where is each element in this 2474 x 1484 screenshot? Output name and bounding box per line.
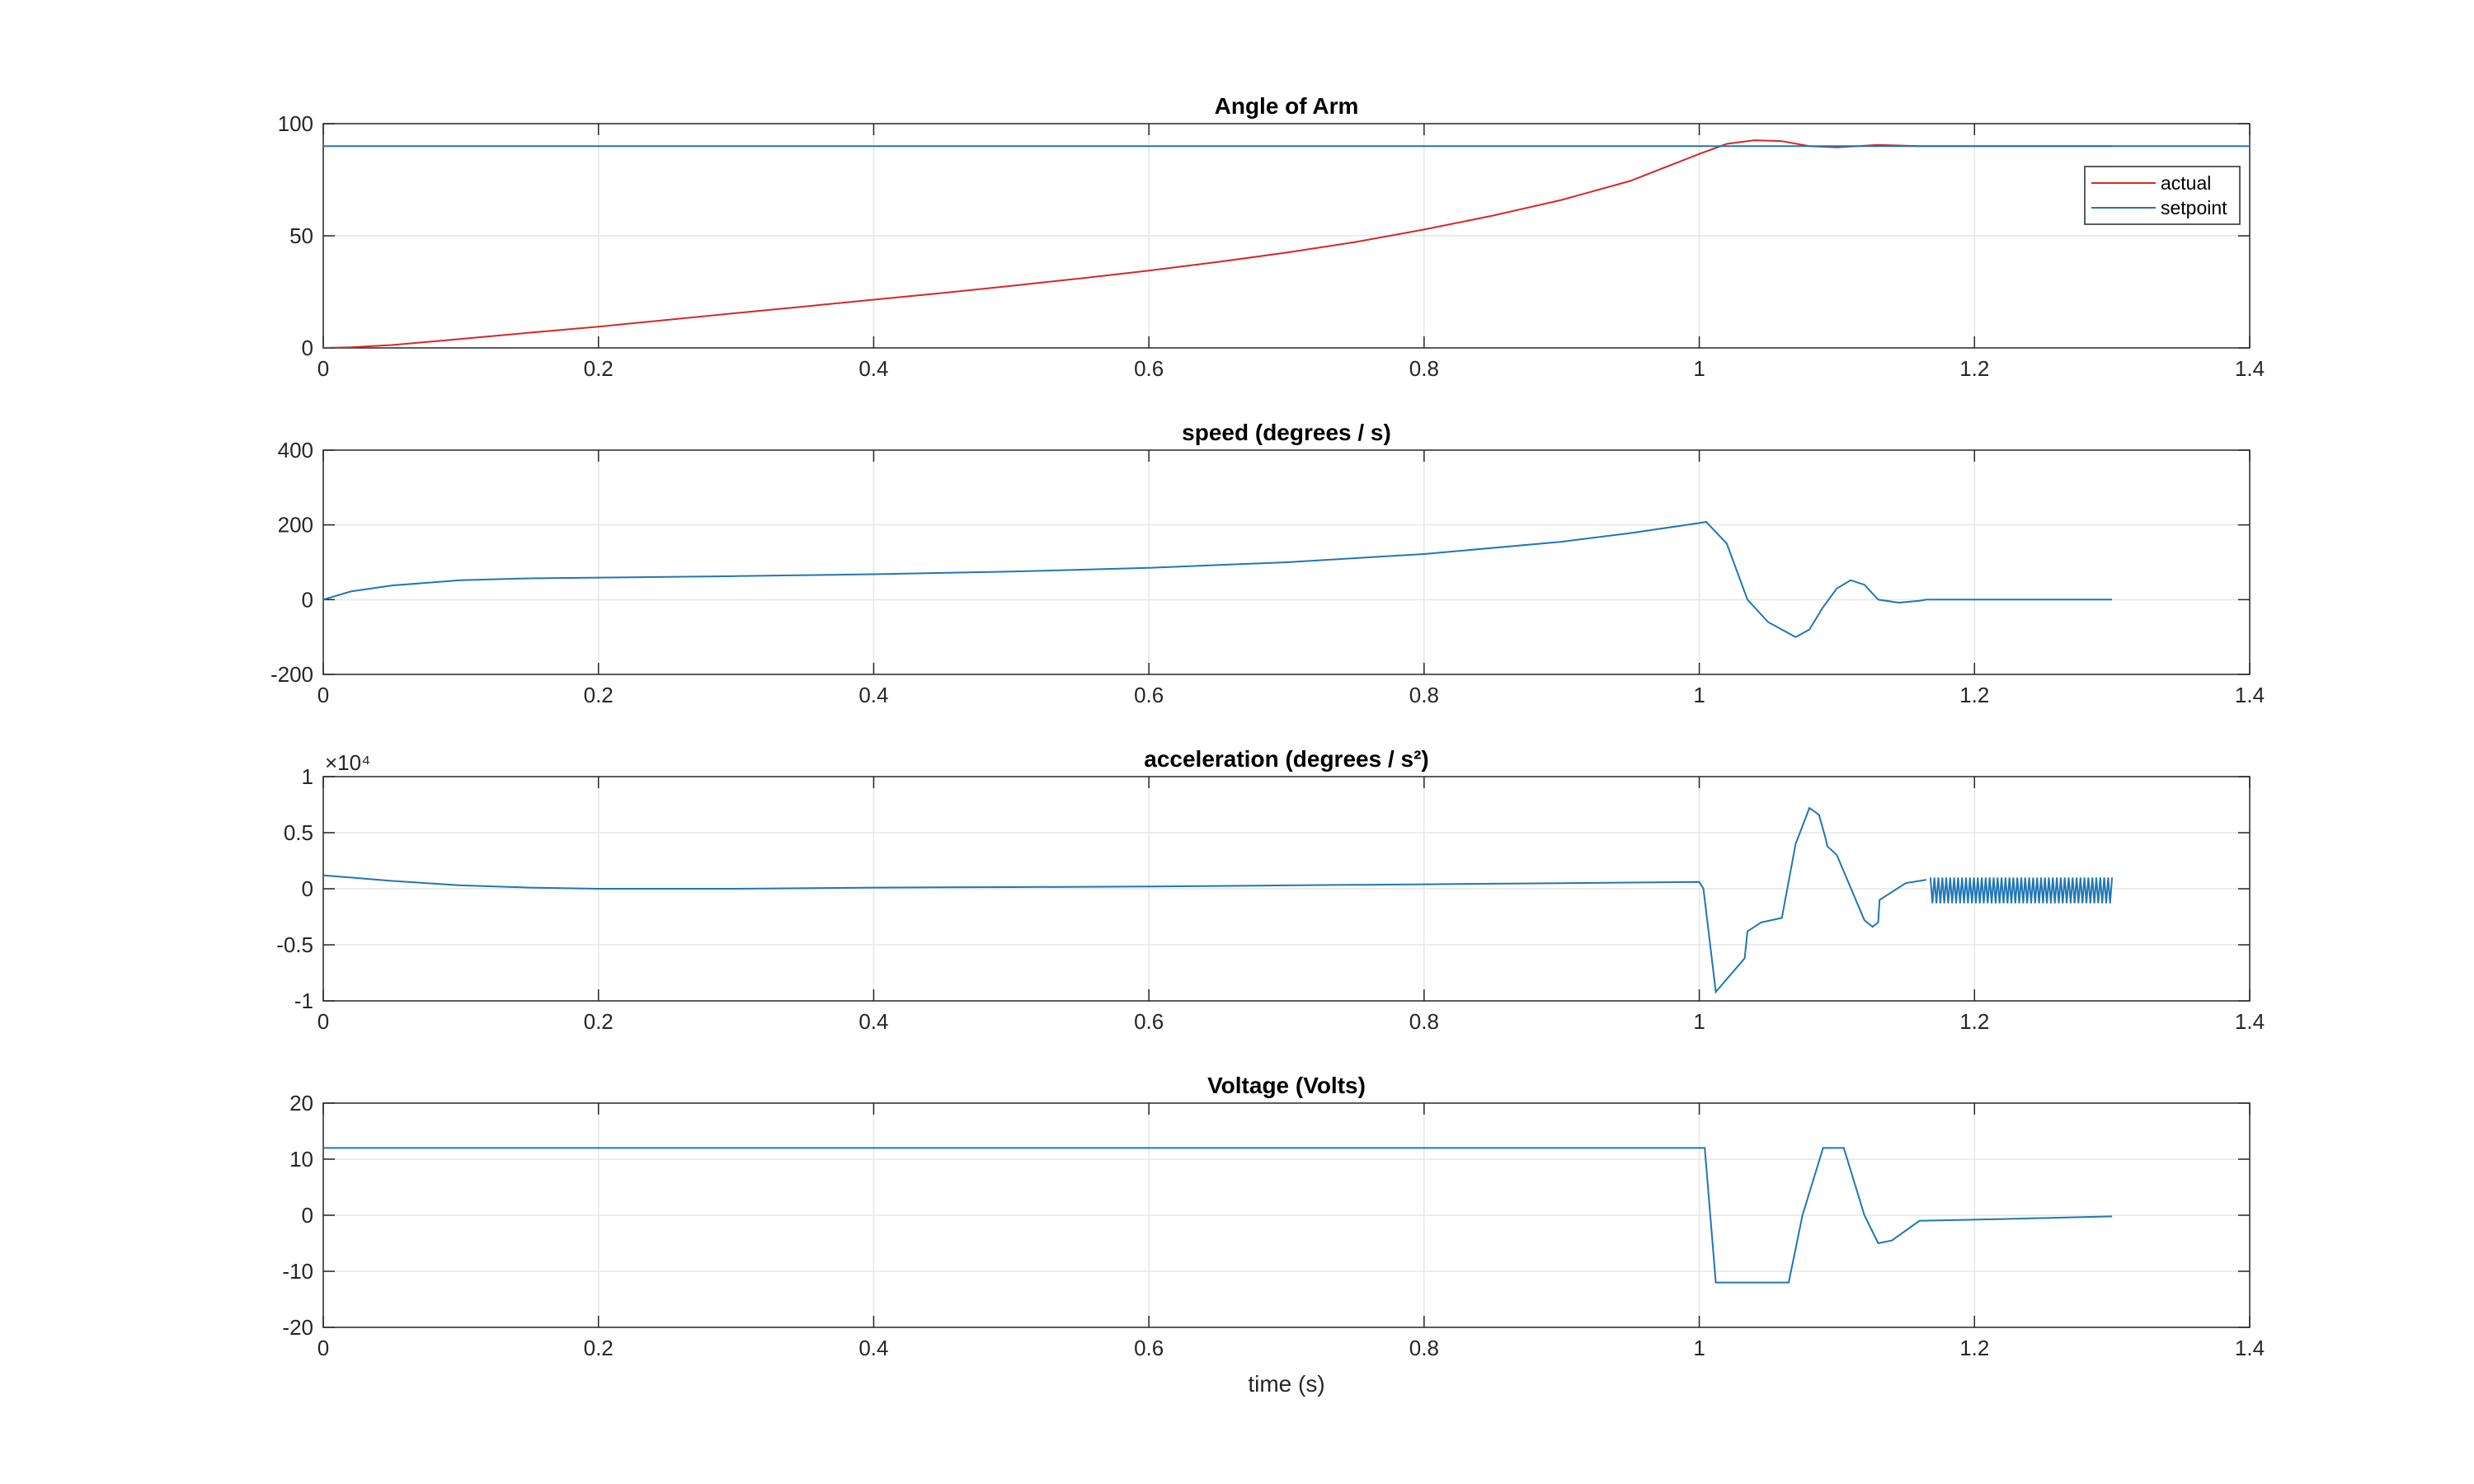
x-tick-label: 0.2 xyxy=(584,1009,614,1034)
x-tick-label: 0.6 xyxy=(1134,1336,1164,1360)
x-tick-label: 0.4 xyxy=(858,1336,888,1360)
panel-title: Angle of Arm xyxy=(1215,93,1359,119)
x-tick-label: 0 xyxy=(317,1009,329,1034)
y-tick-label: 0 xyxy=(302,587,313,612)
x-tick-label: 0.8 xyxy=(1409,356,1439,381)
panel-1: 0 0.2 0.4 0.6 0.8 1 1.2 1.4 0 50 100 Angle of Arm ac… xyxy=(278,93,2265,381)
panel-title: speed (degrees / s) xyxy=(1182,420,1391,445)
x-tick-label: 0.2 xyxy=(584,356,614,381)
x-tick-label: 0.6 xyxy=(1134,683,1164,707)
y-tick-label: 400 xyxy=(278,438,313,463)
x-tick-label: 0 xyxy=(317,1336,329,1360)
axes-box xyxy=(322,449,2251,675)
x-tick-label: 0.8 xyxy=(1409,683,1439,707)
exponent-label: ×10⁴ xyxy=(325,750,370,775)
x-tick-label: 0.4 xyxy=(858,683,888,707)
x-tick-label: 0.2 xyxy=(584,1336,614,1360)
series-line-series-1 xyxy=(323,520,2113,638)
x-tick-label: 1.4 xyxy=(2235,356,2265,381)
x-tick-label: 1.2 xyxy=(1959,1009,1989,1034)
y-tick-label: 0 xyxy=(302,1203,313,1228)
x-tick-label: 0 xyxy=(317,356,329,381)
y-tick-label: 0.5 xyxy=(284,820,313,845)
x-tick-label: 0.6 xyxy=(1134,1009,1164,1034)
legend-label-setpoint: setpoint xyxy=(2161,197,2227,218)
x-tick-label: 0.8 xyxy=(1409,1009,1439,1034)
y-tick-label: 0 xyxy=(302,336,313,360)
series-oscillation xyxy=(1929,877,2114,904)
y-tick-label: -10 xyxy=(282,1259,313,1284)
x-tick-label: 1.2 xyxy=(1959,1336,1989,1360)
y-tick-label: -200 xyxy=(270,662,313,687)
panel-4: 0 0.2 0.4 0.6 0.8 1 1.2 1.4 -20 -10 0 10 20 Voltage (… xyxy=(282,1073,2265,1397)
y-tick-label: 0 xyxy=(302,876,313,901)
x-tick-label: 1.4 xyxy=(2235,1009,2265,1034)
x-tick-label: 1 xyxy=(1693,1009,1705,1034)
x-tick-label: 0.8 xyxy=(1409,1336,1439,1360)
legend: actual setpoint xyxy=(2084,166,2241,225)
y-tick-label: -0.5 xyxy=(276,932,313,957)
legend-label-actual: actual xyxy=(2161,172,2211,194)
y-tick-label: 10 xyxy=(289,1147,313,1172)
y-tick-label: 1 xyxy=(302,764,313,789)
x-tick-label: 1 xyxy=(1693,1336,1705,1360)
panel-title: acceleration (degrees / s²) xyxy=(1144,746,1428,772)
series-line-series-1 xyxy=(323,806,1927,994)
series-line-series-1 xyxy=(323,1147,2113,1284)
panel-3: 0 0.2 0.4 0.6 0.8 1 1.2 1.4 -1 -0.5 0 0.5 1 accelerat… xyxy=(276,746,2265,1034)
x-tick-label: 1.2 xyxy=(1959,356,1989,381)
panel-title: Voltage (Volts) xyxy=(1207,1073,1366,1098)
x-tick-label: 0.2 xyxy=(584,683,614,707)
x-tick-label: 1.4 xyxy=(2235,683,2265,707)
y-tick-label: 50 xyxy=(289,223,313,248)
x-tick-label: 1.2 xyxy=(1959,683,1989,707)
x-tick-label: 0.4 xyxy=(858,356,888,381)
x-tick-label: 0.6 xyxy=(1134,356,1164,381)
x-tick-label: 0 xyxy=(317,683,329,707)
legend-box xyxy=(2084,166,2241,225)
y-tick-label: 200 xyxy=(278,513,313,538)
x-tick-label: 1 xyxy=(1693,683,1705,707)
x-axis-label: time (s) xyxy=(1248,1371,1324,1397)
y-tick-label: 20 xyxy=(289,1091,313,1115)
y-tick-label: -20 xyxy=(282,1315,313,1340)
y-tick-label: 100 xyxy=(278,111,313,136)
x-tick-label: 1 xyxy=(1693,356,1705,381)
x-tick-label: 1.4 xyxy=(2235,1336,2265,1360)
y-tick-label: -1 xyxy=(294,989,313,1013)
x-tick-label: 0.4 xyxy=(858,1009,888,1034)
